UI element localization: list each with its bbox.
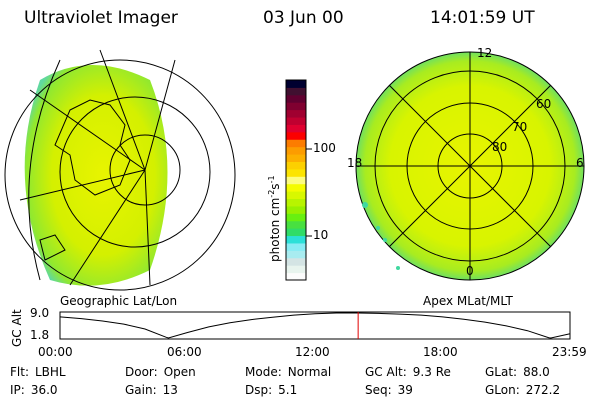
status-value: 9.3 Re bbox=[412, 365, 451, 379]
colorbar-swatch bbox=[286, 131, 306, 140]
colorbar-swatch bbox=[286, 191, 306, 200]
status-item: GC Alt: 9.3 Re bbox=[365, 365, 451, 379]
status-label: Gain: bbox=[125, 383, 157, 397]
colorbar-tick-10: 10 bbox=[313, 228, 329, 242]
colorbar-swatch bbox=[286, 235, 306, 244]
status-item: GLat: 88.0 bbox=[485, 365, 550, 379]
status-label: GLon: bbox=[485, 383, 520, 397]
status-label: Flt: bbox=[10, 365, 29, 379]
mlt-label-12: 12 bbox=[477, 46, 493, 60]
colorbar-swatch bbox=[286, 146, 306, 155]
colorbar-swatch bbox=[286, 87, 306, 96]
colorbar-swatch bbox=[286, 102, 306, 111]
geographic-image bbox=[4, 49, 236, 291]
status-value: 5.1 bbox=[278, 383, 298, 397]
status-label: GC Alt: bbox=[365, 365, 407, 379]
colorbar-swatch bbox=[286, 242, 306, 251]
altitude-curve bbox=[59, 312, 571, 339]
lat-label-60: 60 bbox=[536, 97, 552, 111]
status-item: GLon: 272.2 bbox=[485, 383, 560, 397]
colorbar-swatch bbox=[286, 205, 306, 214]
geographic-label: Geographic Lat/Lon bbox=[60, 294, 178, 308]
polar-image bbox=[355, 51, 585, 281]
altitude-ylabel: GC Alt bbox=[10, 309, 24, 347]
status-label: GLat: bbox=[485, 365, 518, 379]
apex-label: Apex MLat/MLT bbox=[423, 294, 513, 308]
status-item: IP: 36.0 bbox=[10, 383, 58, 397]
status-item: Seq: 39 bbox=[365, 383, 413, 397]
status-item: Dsp: 5.1 bbox=[245, 383, 297, 397]
colorbar-swatch bbox=[286, 109, 306, 118]
coastlines bbox=[39, 99, 131, 261]
colorbar-swatch bbox=[286, 154, 306, 162]
colorbar-swatch bbox=[286, 257, 306, 266]
colorbar-label: photon cm-2s-1 bbox=[267, 175, 282, 262]
instrument-title: Ultraviolet Imager bbox=[24, 8, 178, 28]
colorbar-swatch bbox=[286, 228, 306, 237]
mlt-label-18: 18 bbox=[347, 156, 363, 170]
xtick-0: 00:00 bbox=[38, 345, 73, 359]
status-label: Dsp: bbox=[245, 383, 273, 397]
ytick-low: 1.8 bbox=[30, 328, 50, 342]
status-item: Mode: Normal bbox=[245, 365, 331, 379]
colorbar-swatch bbox=[286, 183, 306, 192]
colorbar-swatch bbox=[286, 198, 306, 207]
colorbar-swatch bbox=[286, 213, 306, 222]
xtick-2: 12:00 bbox=[295, 345, 330, 359]
colorbar-swatch bbox=[286, 220, 306, 229]
colorbar-swatch bbox=[286, 168, 306, 177]
lat-lon-grid bbox=[4, 49, 236, 291]
xtick-1: 06:00 bbox=[167, 345, 202, 359]
status-value: 272.2 bbox=[525, 383, 561, 397]
time-label: 14:01:59 UT bbox=[430, 8, 535, 28]
status-value: Normal bbox=[287, 365, 332, 379]
colorbar-swatch bbox=[286, 117, 306, 125]
xtick-4: 23:59 bbox=[552, 345, 587, 359]
ytick-high: 9.0 bbox=[30, 306, 50, 320]
colorbar-swatch bbox=[286, 250, 306, 259]
status-label: Seq: bbox=[365, 383, 392, 397]
colorbar bbox=[286, 80, 306, 281]
status-label: Door: bbox=[125, 365, 158, 379]
colorbar-swatch bbox=[286, 176, 306, 185]
lat-label-80: 80 bbox=[492, 140, 508, 154]
status-value: 13 bbox=[162, 383, 178, 397]
colorbar-tick-100: 100 bbox=[313, 141, 336, 155]
status-item: Door: Open bbox=[125, 365, 196, 379]
status-item: Gain: 13 bbox=[125, 383, 178, 397]
colorbar-swatch bbox=[286, 161, 306, 170]
lat-label-70: 70 bbox=[512, 120, 528, 134]
date-label: 03 Jun 00 bbox=[263, 8, 344, 28]
colorbar-swatch bbox=[286, 139, 306, 148]
colorbar-swatch bbox=[286, 265, 306, 274]
status-value: LBHL bbox=[34, 365, 66, 379]
colorbar-ticks bbox=[306, 148, 312, 237]
status-value: 36.0 bbox=[30, 383, 58, 397]
mlt-label-6: 6 bbox=[576, 156, 584, 170]
status-value: 39 bbox=[397, 383, 413, 397]
status-value: Open bbox=[163, 365, 196, 379]
status-label: IP: bbox=[10, 383, 25, 397]
status-item: Flt: LBHL bbox=[10, 365, 66, 379]
colorbar-swatch bbox=[286, 80, 306, 88]
xtick-3: 18:00 bbox=[423, 345, 458, 359]
status-label: Mode: bbox=[245, 365, 282, 379]
mlt-label-0: 0 bbox=[466, 264, 474, 278]
colorbar-swatch bbox=[286, 272, 306, 281]
colorbar-swatch bbox=[286, 124, 306, 133]
altitude-plot-frame bbox=[59, 311, 571, 340]
status-value: 88.0 bbox=[523, 365, 550, 379]
colorbar-swatch bbox=[286, 94, 306, 103]
colorbar-frame bbox=[285, 79, 307, 281]
